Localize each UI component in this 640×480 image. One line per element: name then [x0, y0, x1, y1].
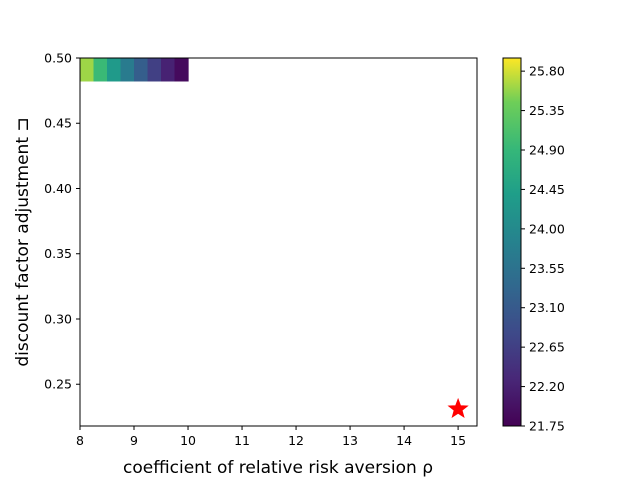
x-tick-label: 12 — [288, 433, 304, 448]
heat-cell — [161, 58, 176, 82]
colorbar-gradient — [503, 58, 521, 426]
colorbar-tick-label: 23.55 — [529, 261, 565, 276]
colorbar-ticks: 21.75 22.20 22.65 23.10 23.55 24.00 24.45 24.90… — [521, 64, 565, 434]
colorbar-tick-label: 24.00 — [529, 221, 565, 236]
heat-cell — [93, 58, 108, 82]
x-tick-label: 13 — [342, 433, 358, 448]
colorbar-tick-label: 21.75 — [529, 419, 565, 434]
x-tick-label: 15 — [450, 433, 466, 448]
x-tick-label: 8 — [76, 433, 84, 448]
colorbar-tick-label: 22.20 — [529, 379, 565, 394]
y-tick-label: 0.25 — [44, 377, 72, 392]
colorbar-tick-label: 24.45 — [529, 182, 565, 197]
heat-cell — [174, 58, 189, 82]
x-axis-ticks: 8 9 10 11 12 13 14 15 — [76, 426, 466, 448]
x-axis-label: coefficient of relative risk aversion ρ — [123, 458, 433, 478]
y-axis-ticks: 0.25 0.30 0.35 0.40 0.45 0.50 — [44, 51, 80, 392]
heatmap-band — [80, 58, 189, 82]
heat-cell — [147, 58, 162, 82]
colorbar-tick-label: 24.90 — [529, 143, 565, 158]
colorbar-tick-label: 25.35 — [529, 103, 565, 118]
x-tick-label: 10 — [180, 433, 196, 448]
colorbar-frame — [502, 57, 522, 427]
plot-frame — [79, 57, 478, 427]
x-tick-label: 11 — [234, 433, 250, 448]
y-tick-label: 0.45 — [44, 116, 72, 131]
heat-cell — [120, 58, 135, 82]
heat-cell — [107, 58, 122, 82]
plot-area — [79, 57, 478, 427]
x-tick-label: 9 — [130, 433, 138, 448]
colorbar-tick-label: 25.80 — [529, 64, 565, 79]
x-tick-label: 14 — [396, 433, 412, 448]
y-tick-label: 0.40 — [44, 181, 72, 196]
colorbar-tick-label: 22.65 — [529, 340, 565, 355]
star-marker — [447, 397, 469, 419]
y-tick-label: 0.50 — [44, 51, 72, 66]
y-tick-label: 0.35 — [44, 246, 72, 261]
y-tick-label: 0.30 — [44, 311, 72, 326]
heat-cell — [134, 58, 149, 82]
colorbar: 21.75 22.20 22.65 23.10 23.55 24.00 24.45 24.90… — [502, 57, 565, 434]
marker-layer — [447, 397, 469, 419]
heat-cell — [80, 58, 95, 82]
y-axis-label: discount factor adjustment ⊐ — [13, 117, 33, 366]
colorbar-tick-label: 23.10 — [529, 300, 565, 315]
